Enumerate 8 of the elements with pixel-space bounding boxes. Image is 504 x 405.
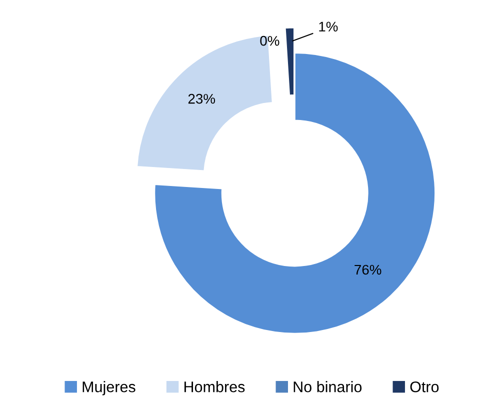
legend-label: Mujeres: [82, 381, 136, 396]
data-label: 76%: [354, 264, 382, 275]
legend-label: Hombres: [184, 381, 245, 392]
data-label: 23%: [188, 94, 216, 104]
text: 0%: [260, 36, 280, 46]
legend-label: Otro: [410, 381, 439, 392]
data-label: 1%: [319, 22, 338, 32]
legend-label: No binario: [294, 381, 362, 392]
